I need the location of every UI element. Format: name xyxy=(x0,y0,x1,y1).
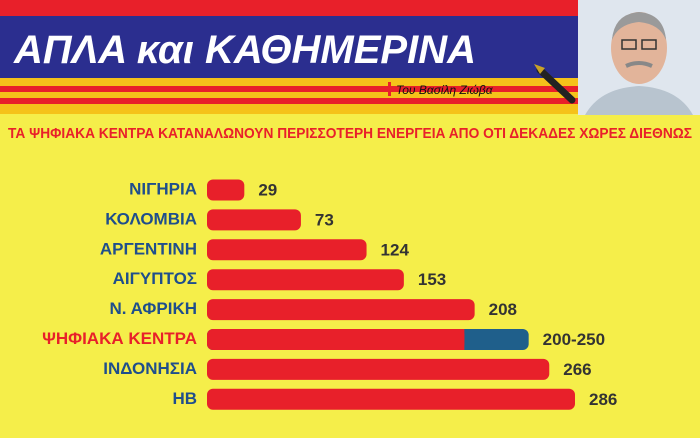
stripe xyxy=(0,104,578,114)
category-label: ΚΟΛΟΜΒΙΑ xyxy=(105,209,197,228)
category-label: ΑΡΓΕΝΤΙΝΗ xyxy=(100,239,197,258)
bar xyxy=(207,209,301,231)
top-stripe xyxy=(0,0,700,16)
value-label: 124 xyxy=(381,240,410,259)
portrait xyxy=(578,0,700,115)
byline-mark xyxy=(388,82,391,96)
value-label: 208 xyxy=(489,300,517,319)
header-title: ΑΠΛΑ και ΚΑΘΗΜΕΡΙΝΑ xyxy=(13,28,476,72)
stripe xyxy=(0,78,578,86)
pen-icon xyxy=(534,64,576,104)
value-label: 266 xyxy=(563,360,591,379)
value-label: 200-250 xyxy=(543,330,605,349)
bar xyxy=(456,329,465,350)
category-label: ΝΙΓΗΡΙΑ xyxy=(129,179,197,198)
bar xyxy=(207,358,550,380)
bar xyxy=(207,269,404,291)
bar xyxy=(207,299,475,321)
stripe xyxy=(0,86,578,92)
category-label: ΙΝΔΟΝΗΣΙΑ xyxy=(103,359,197,378)
category-label: Ν. ΑΦΡΙΚΗ xyxy=(110,299,197,318)
stripe xyxy=(0,98,578,104)
value-label: 73 xyxy=(315,210,334,229)
bar xyxy=(207,388,575,410)
bar xyxy=(207,329,465,350)
category-label: ΑΙΓΥΠΤΟΣ xyxy=(113,269,197,288)
bar xyxy=(207,179,245,201)
value-label: 286 xyxy=(589,390,617,409)
value-label: 153 xyxy=(418,270,446,289)
category-label: ΨΗΦΙΑΚΑ ΚΕΝΤΡΑ xyxy=(42,329,197,348)
byline: Του Βασίλη Ζιώβα xyxy=(396,83,494,97)
banner xyxy=(0,16,578,78)
bar xyxy=(207,239,367,261)
stripe xyxy=(0,92,578,98)
value-label: 29 xyxy=(258,180,277,199)
category-label: ΗΒ xyxy=(172,389,197,408)
chart-title: ΤΑ ΨΗΦΙΑΚΑ ΚΕΝΤΡΑ ΚΑΤΑΝΑΛΩΝΟΥΝ ΠΕΡΙΣΣΟΤΕ… xyxy=(8,125,692,142)
